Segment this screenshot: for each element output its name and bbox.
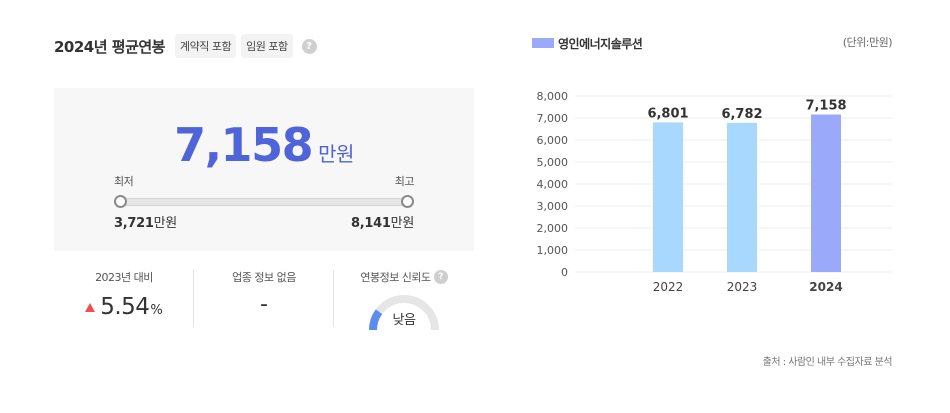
reliability-help-icon[interactable]: ?: [433, 270, 448, 284]
reliability-label: 연봉정보 신뢰도: [360, 271, 431, 284]
bar-value-label: 6,801: [647, 106, 688, 121]
max-salary: 8,141만원: [351, 212, 414, 231]
min-salary: 3,721만원: [114, 212, 177, 231]
max-marker: [401, 195, 414, 208]
average-salary: 7,158 만원: [54, 118, 474, 172]
x-tick-label: 2022: [653, 280, 684, 294]
average-salary-unit: 만원: [318, 142, 354, 166]
reliability-label-row: 연봉정보 신뢰도 ?: [334, 268, 474, 286]
bar-value-label: 6,782: [721, 107, 762, 122]
max-label: 최고: [394, 175, 415, 188]
chart-unit-note: (단위:만원): [842, 36, 893, 49]
max-salary-unit: 만원: [390, 216, 415, 231]
y-tick-label: 8,000: [537, 90, 569, 103]
stat-divider: [193, 270, 194, 327]
salary-bar-chart: 0 1,000 2,000 3,000 4,000 5,000 6,000 7,000 8,00…: [537, 90, 892, 294]
salary-header: 2024년 평균연봉 계약직 포함 임원 포함 ?: [54, 34, 317, 58]
y-tick-label: 2,000: [537, 222, 569, 235]
reliability-stat: 연봉정보 신뢰도 ? 낮음: [334, 268, 474, 330]
yoy-growth: 5.54%: [54, 294, 194, 320]
yoy-stat: 2023년 대비 5.54%: [54, 268, 194, 320]
bar: [653, 122, 683, 273]
industry-stat: 업종 정보 없음 -: [194, 268, 334, 317]
salary-range-bar: [120, 198, 408, 206]
max-salary-value: 8,141: [351, 216, 391, 231]
y-tick-label: 5,000: [537, 156, 569, 169]
stat-divider: [333, 270, 334, 327]
min-salary-unit: 만원: [153, 216, 178, 231]
min-marker: [114, 195, 127, 208]
average-salary-value: 7,158: [174, 118, 314, 172]
y-tick-label: 7,000: [537, 112, 569, 125]
min-salary-value: 3,721: [114, 216, 154, 231]
min-label: 최저: [114, 175, 134, 188]
gauge-track: [369, 295, 439, 330]
contract-included-tag: 계약직 포함: [174, 34, 237, 58]
gauge-graphic: [369, 295, 439, 330]
yoy-unit: %: [150, 303, 163, 318]
y-tick-label: 4,000: [537, 178, 569, 191]
y-tick-label: 0: [561, 266, 568, 279]
average-salary-box: 7,158 만원 최저 최고 3,721만원 8,141만원: [54, 88, 474, 251]
y-tick-label: 6,000: [537, 134, 569, 147]
yoy-label: 2023년 대비: [95, 271, 153, 284]
legend-label: 영인에너지솔루션: [558, 36, 643, 51]
x-tick-label: 2023: [727, 280, 758, 294]
bar: [811, 114, 841, 272]
help-icon[interactable]: ?: [301, 38, 317, 54]
executive-included-tag: 임원 포함: [241, 34, 293, 58]
page-title: 2024년 평균연봉: [54, 37, 165, 56]
data-source-note: 출처 : 사람인 내부 수집자료 분석: [762, 357, 893, 368]
industry-value: -: [260, 292, 268, 317]
x-tick-label: 2024: [809, 280, 842, 294]
yoy-value: 5.54: [100, 294, 150, 320]
reliability-value: 낮음: [392, 313, 416, 328]
y-tick-label: 1,000: [537, 244, 569, 257]
reliability-gauge: 낮음: [368, 294, 440, 330]
bar-value-label: 7,158: [805, 99, 846, 114]
bar: [727, 122, 757, 272]
up-triangle-icon: [85, 303, 96, 312]
y-tick-label: 3,000: [537, 200, 569, 213]
legend-swatch: [532, 38, 554, 48]
salary-stats: 2023년 대비 5.54% 업종 정보 없음 - 연봉정보 신뢰도 ? 낮음: [54, 268, 474, 330]
industry-label: 업종 정보 없음: [232, 271, 296, 284]
chart-legend: 영인에너지솔루션: [532, 34, 643, 52]
